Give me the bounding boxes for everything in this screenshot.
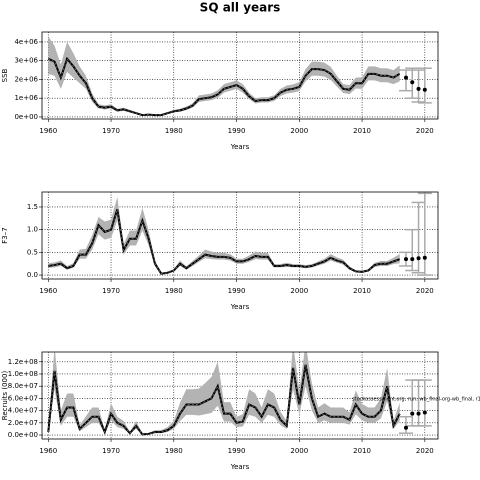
x-tick-label: 2000 — [290, 447, 308, 455]
panel: 1960 1970 1980 1990 2000 2010 2020 0.0 0.5 1.0 1.5… — [1, 191, 439, 311]
x-tick-label: 1960 — [39, 447, 57, 455]
y-axis-label: SSB — [1, 68, 9, 82]
y-axis-label: F3–7 — [1, 227, 9, 243]
y-tick-label: 2e+06 — [14, 75, 38, 83]
projection-point — [416, 86, 421, 91]
x-tick-label: 2010 — [353, 127, 371, 135]
projection-point — [422, 87, 427, 92]
projection-point — [403, 425, 408, 430]
y-tick-label: 0e+00 — [14, 113, 38, 121]
x-tick-label: 1970 — [102, 127, 120, 135]
projection-point — [416, 256, 421, 261]
x-tick-label: 2010 — [353, 287, 371, 295]
plot-frame — [41, 351, 439, 440]
estimate-line-dash — [48, 58, 400, 116]
plot-area — [42, 192, 438, 279]
x-tick-label: 2020 — [416, 127, 434, 135]
projection-point — [422, 410, 427, 415]
annotation: stockassessment.org, run: wb_final-org-w… — [352, 397, 480, 403]
y-tick-label: 0.0 — [27, 271, 38, 279]
panel: 1960 1970 1980 1990 2000 2010 2020 0.0e+00 2.0e+… — [1, 351, 480, 471]
plot-area — [42, 32, 438, 119]
y-tick-label: 0.5 — [27, 248, 38, 256]
x-tick-label: 2010 — [353, 447, 371, 455]
x-tick-label: 1990 — [228, 127, 246, 135]
projection-point — [410, 411, 415, 416]
y-tick-label: 1.2e+08 — [8, 358, 38, 366]
x-tick-label: 1970 — [102, 287, 120, 295]
y-tick-label: 0.0e+00 — [8, 431, 38, 439]
x-tick-label: 1980 — [165, 287, 183, 295]
y-tick-label: 4.0e+07 — [8, 407, 38, 415]
x-tick-label: 1980 — [165, 447, 183, 455]
estimate-line — [47, 364, 401, 436]
y-tick-label: 8.0e+07 — [8, 382, 38, 390]
x-tick-label: 1960 — [39, 287, 57, 295]
figure-title: SQ all years — [200, 1, 281, 15]
projection-point — [410, 80, 415, 85]
x-axis-label: Years — [230, 143, 250, 151]
y-tick-label: 4e+06 — [14, 38, 38, 46]
estimate-line-dash — [48, 209, 400, 275]
projection-point — [410, 257, 415, 262]
plot-frame — [41, 191, 439, 280]
y-tick-label: 1.0e+08 — [8, 370, 38, 378]
x-axis-label: Years — [230, 303, 250, 311]
y-tick-label: 2.0e+07 — [8, 419, 38, 427]
x-tick-label: 2020 — [416, 287, 434, 295]
y-tick-label: 1e+06 — [14, 94, 38, 102]
plot-area — [42, 352, 438, 439]
x-tick-label: 2000 — [290, 127, 308, 135]
confidence-band — [48, 36, 400, 116]
projection-point — [422, 255, 427, 260]
y-tick-label: 3e+06 — [14, 57, 38, 65]
projection-point — [403, 75, 408, 80]
x-tick-label: 1970 — [102, 447, 120, 455]
confidence-band — [48, 196, 400, 275]
x-tick-label: 2020 — [416, 447, 434, 455]
y-tick-label: 1.0 — [27, 226, 38, 234]
panel: 1960 1970 1980 1990 2000 2010 2020 0e+00 1e+06 2e… — [1, 31, 439, 151]
x-tick-label: 2000 — [290, 287, 308, 295]
plot-frame — [41, 31, 439, 120]
projection-point — [403, 257, 408, 262]
y-tick-label: 1.5 — [27, 203, 38, 211]
x-tick-label: 1990 — [228, 447, 246, 455]
projection-point — [416, 411, 421, 416]
x-axis-label: Years — [230, 463, 250, 471]
x-tick-label: 1980 — [165, 127, 183, 135]
x-tick-label: 1960 — [39, 127, 57, 135]
y-tick-label: 6.0e+07 — [8, 394, 38, 402]
y-axis-label: Recruits (000) — [1, 371, 9, 421]
x-tick-label: 1990 — [228, 287, 246, 295]
